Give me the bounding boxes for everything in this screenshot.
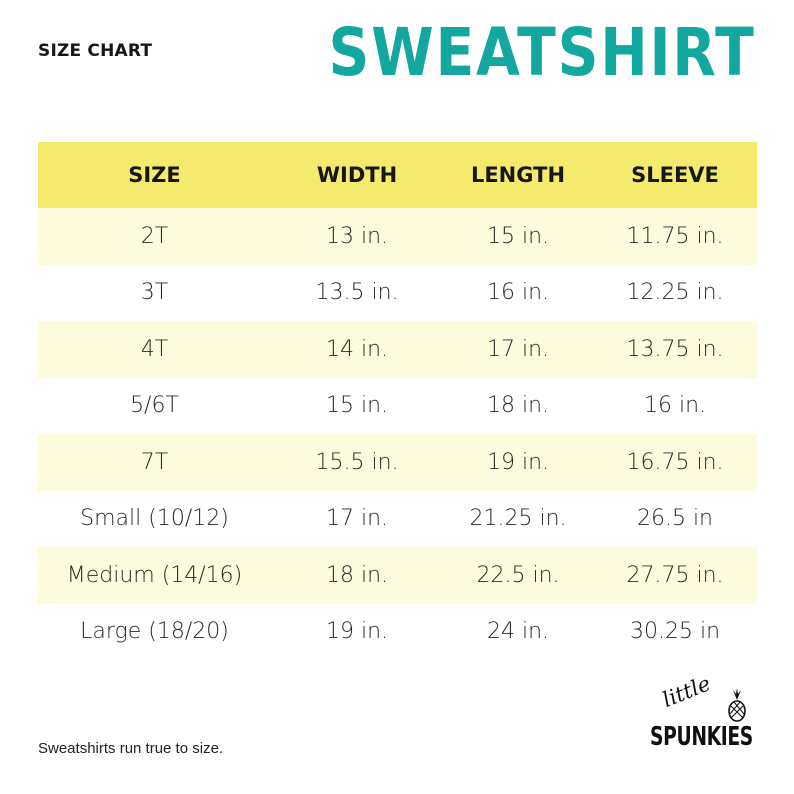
size-chart-label: SIZE CHART [38, 41, 153, 61]
length-cell: 24 in. [486, 619, 550, 645]
table-row: 5/6T 15 in. 18 in. 16 in. [38, 377, 757, 434]
table-header-row: SIZE WIDTH LENGTH SLEEVE [38, 142, 757, 208]
size-table: SIZE WIDTH LENGTH SLEEVE 2T 13 in. 15 in… [38, 142, 757, 660]
sleeve-cell: 13.75 in. [626, 336, 724, 362]
length-cell: 19 in. [486, 449, 550, 475]
size-cell: 7T [140, 449, 169, 475]
length-cell: 17 in. [486, 336, 550, 362]
size-cell: Medium (14/16) [66, 562, 243, 588]
logo-brand-text: SPUNKIES [650, 722, 753, 752]
size-cell: 5/6T [130, 393, 179, 419]
column-header-length: LENGTH [470, 163, 566, 187]
fit-note: Sweatshirts run true to size. [38, 740, 224, 757]
sleeve-cell: 11.75 in. [626, 223, 724, 249]
pineapple-icon [728, 688, 746, 722]
width-cell: 14 in. [325, 336, 389, 362]
table-row: Medium (14/16) 18 in. 22.5 in. 27.75 in. [38, 547, 757, 604]
length-cell: 18 in. [486, 393, 550, 419]
table-row: Large (18/20) 19 in. 24 in. 30.25 in [38, 603, 757, 660]
sleeve-cell: 26.5 in [636, 506, 714, 532]
width-cell: 18 in. [325, 562, 389, 588]
column-header-size: SIZE [128, 163, 181, 187]
page-title: SWEATSHIRT [328, 14, 756, 91]
size-cell: 4T [140, 336, 169, 362]
width-cell: 19 in. [325, 619, 389, 645]
width-cell: 13 in. [325, 223, 389, 249]
table-row: 7T 15.5 in. 19 in. 16.75 in. [38, 434, 757, 491]
column-header-sleeve: SLEEVE [631, 163, 719, 187]
sleeve-cell: 30.25 in [629, 619, 721, 645]
width-cell: 15 in. [325, 393, 389, 419]
width-cell: 15.5 in. [315, 449, 399, 475]
size-cell: 2T [140, 223, 169, 249]
length-cell: 21.25 in. [469, 506, 567, 532]
sleeve-cell: 16.75 in. [626, 449, 724, 475]
size-cell: Large (18/20) [80, 619, 229, 645]
size-cell: 3T [140, 280, 169, 306]
sleeve-cell: 16 in. [643, 393, 707, 419]
logo-script-text: little [659, 671, 714, 712]
size-cell: Small (10/12) [80, 506, 229, 532]
table-row: 3T 13.5 in. 16 in. 12.25 in. [38, 264, 757, 321]
sleeve-cell: 12.25 in. [626, 280, 724, 306]
brand-logo: little SPUNKIES [650, 671, 762, 760]
table-row: 4T 14 in. 17 in. 13.75 in. [38, 321, 757, 378]
width-cell: 13.5 in. [315, 280, 399, 306]
length-cell: 22.5 in. [476, 562, 560, 588]
length-cell: 15 in. [486, 223, 550, 249]
table-row: 2T 13 in. 15 in. 11.75 in. [38, 208, 757, 265]
column-header-width: WIDTH [316, 163, 398, 187]
width-cell: 17 in. [325, 506, 389, 532]
sleeve-cell: 27.75 in. [626, 562, 724, 588]
table-row: Small (10/12) 17 in. 21.25 in. 26.5 in [38, 490, 757, 547]
length-cell: 16 in. [486, 280, 550, 306]
